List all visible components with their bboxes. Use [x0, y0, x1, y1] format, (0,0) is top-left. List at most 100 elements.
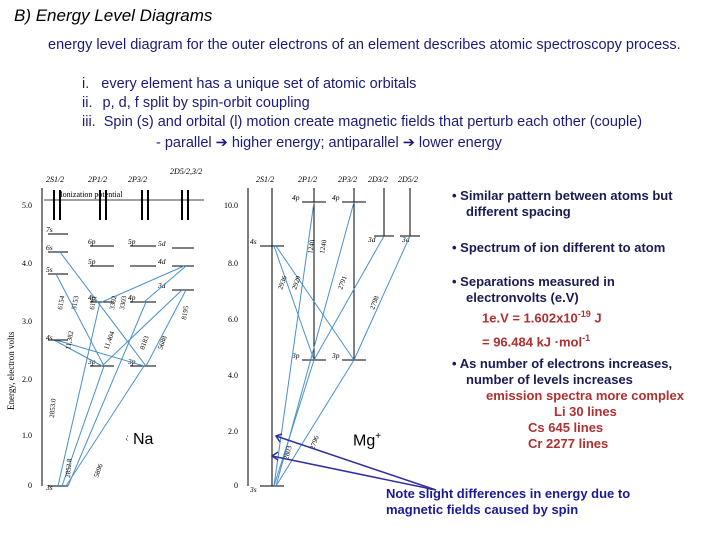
note-pointer-arrows — [270, 433, 437, 491]
list-text: Spin (s) and orbital (l) motion create m… — [103, 114, 643, 130]
level-label: 4d — [158, 257, 166, 266]
transition-label: 6161 — [88, 295, 98, 311]
column-header: 2P1/2 — [298, 175, 317, 184]
bullet-1: • Similar pattern between atoms but diff… — [452, 188, 718, 220]
column-header: 2D5/2,3/2 — [170, 167, 202, 176]
column-headers: 2S1/2 2P1/2 2P3/2 2D3/2 2D5/2 — [256, 175, 418, 184]
bullet-3: • Separations measured in electronvolts … — [452, 274, 718, 351]
bullet-2: • Spectrum of ion different to atom — [452, 240, 666, 255]
level-stacks — [271, 188, 411, 486]
transition-label: 8195 — [180, 305, 190, 321]
tick-label: 4.0 — [228, 371, 238, 380]
column-header: 2S1/2 — [256, 175, 274, 184]
kj-main: = 96.484 kJ ·mol — [482, 334, 583, 350]
level-label: 3p — [87, 357, 96, 366]
level-label: 7s — [46, 225, 53, 234]
list-item: iii. Spin (s) and orbital (l) motion cre… — [82, 113, 642, 132]
kj-conversion: = 96.484 kJ ·mol-1 — [452, 330, 718, 350]
level-stacks — [53, 190, 189, 220]
arrow-icon: ➔ — [402, 135, 415, 151]
ev-unit: J — [590, 310, 602, 326]
tick-labels: 5.0 4.0 3.0 2.0 1.0 0 — [22, 201, 32, 490]
kj-exponent: -1 — [582, 333, 591, 344]
ev-prefix: 1e.V = 1.602x10 — [482, 310, 578, 326]
bullet-line: number of levels increases — [466, 372, 633, 387]
tick-label: 5.0 — [22, 201, 32, 210]
column-header: 2S1/2 — [46, 175, 64, 184]
level-label: 4p — [128, 293, 136, 302]
transition-label: 6154 — [56, 295, 66, 311]
level-label: 3d — [401, 235, 410, 244]
transition-label: 11,382 — [64, 330, 75, 351]
parallel-text: - parallel — [156, 135, 212, 151]
intro-text: energy level diagram for the outer elect… — [48, 37, 681, 53]
bullet-text: • Separations measured in — [452, 274, 615, 289]
transition-label: 3303 — [118, 295, 128, 311]
transition-label: 5896 — [92, 462, 104, 478]
note-line: magnetic fields caused by spin — [386, 502, 579, 517]
list-marker: ii. — [82, 95, 93, 111]
transition-label: 1240 — [318, 239, 328, 255]
level-label: 3p — [127, 357, 136, 366]
transition-label: 5688 — [156, 334, 168, 350]
transition-label: 5153 — [70, 295, 80, 311]
mg-charge: + — [375, 431, 382, 442]
spin-note: Note slight differences in energy due to… — [386, 486, 716, 518]
tick-label: 2.0 — [22, 375, 32, 384]
bullet-line: As number of electrons increases, — [459, 356, 673, 371]
tick-labels: 10.0 8.0 6.0 4.0 2.0 0 — [224, 201, 238, 490]
tick-label: 4.0 — [22, 259, 32, 268]
bullet-4: • As number of electrons increases, numb… — [452, 356, 718, 452]
level-label: 5d — [158, 239, 166, 248]
level-label: 3d — [367, 235, 376, 244]
list-text: every element has a unique set of atomic… — [101, 76, 417, 92]
level-label: 6s — [46, 243, 53, 252]
note-line: Note slight differences in energy due to — [386, 486, 631, 501]
slide-title: B) Energy Level Diagrams — [14, 6, 213, 25]
arrow-icon: ➔ — [215, 135, 228, 151]
column-headers: 2S1/2 2P1/2 2P3/2 2D5/2,3/2 — [46, 167, 202, 184]
bullet-line: Spectrum of ion different to atom — [460, 240, 666, 255]
level-label: 5p — [88, 257, 96, 266]
tick-label: 2.0 — [228, 427, 238, 436]
list-text: p, d, f split by spin-orbit coupling — [102, 95, 310, 111]
bullet-line: Separations measured in — [460, 274, 615, 289]
list-marker: iii. — [82, 114, 96, 130]
tick-label: 0 — [234, 481, 238, 490]
transition-lines — [273, 201, 411, 487]
lower-energy-text: lower energy — [418, 135, 502, 151]
tick-label: 8.0 — [228, 259, 238, 268]
transition-label: 2852.8 — [64, 458, 74, 478]
bullet-line: Similar pattern between atoms but — [460, 188, 673, 203]
list-item: i. every element has a unique set of ato… — [82, 75, 416, 94]
column-header: 2D5/2 — [398, 175, 418, 184]
level-label: 3d — [157, 281, 166, 290]
coupling-line: - parallel ➔ higher energy; antiparallel… — [156, 134, 502, 153]
bullet-line: different spacing — [466, 204, 571, 219]
cr-lines: Cr 2277 lines — [528, 436, 609, 451]
level-label: 4p — [292, 193, 300, 202]
transition-label: 11,404 — [102, 330, 116, 351]
na-label: Na — [128, 428, 159, 452]
higher-energy-text: higher energy; antiparallel — [231, 135, 399, 151]
list-item: ii. p, d, f split by spin-orbit coupling — [82, 94, 310, 113]
axis-label: Energy, electron volts — [6, 331, 16, 410]
level-label: 4s — [250, 237, 257, 246]
mg-energy-diagram: 10.0 8.0 6.0 4.0 2.0 0 2S1/2 2P1/2 2P3/2… — [224, 175, 437, 494]
level-label: 3p — [331, 351, 340, 360]
level-label: 3s — [45, 483, 53, 492]
bullet-line: electronvolts (e.V) — [466, 290, 579, 305]
transition-label: 8183 — [138, 334, 150, 350]
level-labels: 4p 4p 4s 3d 3d 3p 3p 3s — [249, 193, 410, 494]
list-marker: i. — [82, 76, 90, 92]
level-label: 5s — [46, 265, 53, 274]
energy-levels — [260, 201, 420, 487]
level-label: 4p — [88, 293, 96, 302]
transition-label: 2853.0 — [48, 398, 58, 418]
tick-label: 6.0 — [228, 315, 238, 324]
column-header: 2P3/2 — [338, 175, 357, 184]
level-label: 4s — [46, 333, 53, 342]
column-header: 2D3/2 — [368, 175, 388, 184]
cs-lines: Cs 645 lines — [528, 420, 604, 435]
level-label: 4p — [332, 193, 340, 202]
